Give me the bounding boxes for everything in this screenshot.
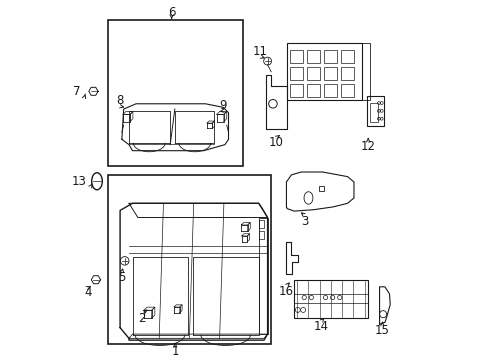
Bar xyxy=(341,50,353,63)
Text: 3: 3 xyxy=(301,215,308,228)
Bar xyxy=(289,67,302,80)
Bar xyxy=(107,175,271,344)
Text: 11: 11 xyxy=(252,45,267,58)
Bar xyxy=(319,185,324,191)
Bar xyxy=(286,43,361,100)
Text: 12: 12 xyxy=(360,140,375,153)
Bar xyxy=(361,43,369,100)
Bar xyxy=(341,67,353,80)
Bar xyxy=(366,96,384,126)
Bar xyxy=(293,280,367,318)
Text: 5: 5 xyxy=(118,271,125,284)
Text: 1: 1 xyxy=(171,345,179,358)
Text: 8: 8 xyxy=(116,94,123,107)
Bar xyxy=(341,84,353,97)
Bar xyxy=(107,20,242,166)
Bar xyxy=(324,50,336,63)
Text: 15: 15 xyxy=(374,324,389,337)
Text: 4: 4 xyxy=(84,286,92,300)
Bar xyxy=(306,84,319,97)
Text: 7: 7 xyxy=(73,85,80,98)
Text: 6: 6 xyxy=(167,5,175,19)
Text: 13: 13 xyxy=(71,175,86,188)
Bar xyxy=(306,50,319,63)
Text: 16: 16 xyxy=(278,285,293,298)
Bar xyxy=(289,84,302,97)
Polygon shape xyxy=(91,276,101,284)
Bar xyxy=(306,67,319,80)
Bar xyxy=(369,103,378,122)
Text: 14: 14 xyxy=(313,320,328,333)
Polygon shape xyxy=(89,87,98,95)
Bar xyxy=(324,84,336,97)
Bar xyxy=(324,67,336,80)
Text: 9: 9 xyxy=(219,99,226,112)
Text: 2: 2 xyxy=(138,312,145,325)
Text: 10: 10 xyxy=(268,136,284,149)
Bar xyxy=(289,50,302,63)
